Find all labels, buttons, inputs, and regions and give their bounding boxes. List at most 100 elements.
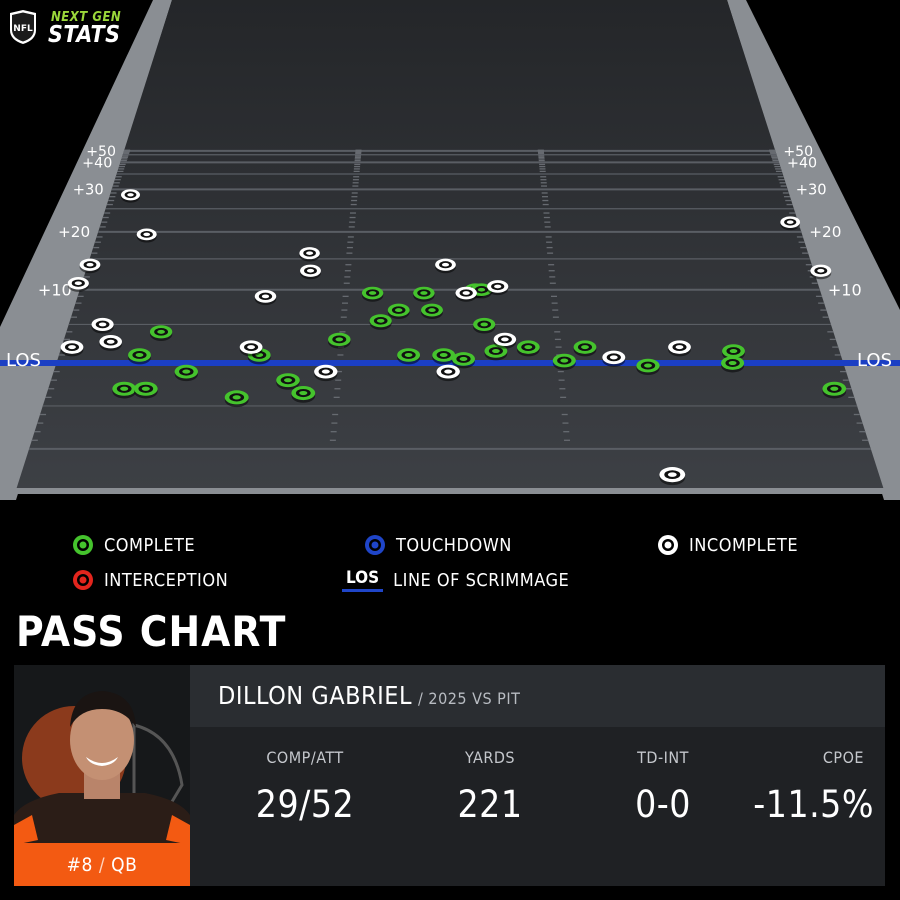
pass-point-incomplete xyxy=(239,340,263,357)
legend-los: LOS LINE OF SCRIMMAGE xyxy=(342,567,569,593)
pass-point-incomplete xyxy=(659,466,686,486)
player-card: #8 / QB DILLON GABRIEL / 2025 VS PIT COMP… xyxy=(14,665,885,886)
stat-value-comp-att: 29/52 xyxy=(255,783,355,826)
yard-label-right: +30 xyxy=(796,182,827,199)
pass-point-incomplete xyxy=(136,228,157,243)
legend-incomplete-label: INCOMPLETE xyxy=(689,534,799,556)
jersey-position-bar: #8 / QB xyxy=(14,843,190,886)
pass-point-incomplete xyxy=(60,340,84,357)
pass-point-complete xyxy=(328,332,351,349)
legend-complete: COMPLETE xyxy=(72,532,195,558)
pass-point-complete xyxy=(291,386,316,403)
yard-label-left: +20 xyxy=(58,223,90,241)
hash-marks xyxy=(31,149,869,441)
legend-interception: INTERCEPTION xyxy=(72,567,228,593)
pass-point-complete xyxy=(112,381,137,399)
pass-point-incomplete xyxy=(493,332,517,349)
pass-point-incomplete xyxy=(435,258,456,274)
stat-label-cpoe: CPOE xyxy=(822,748,864,767)
pass-points xyxy=(60,189,847,486)
field-bottom-edge xyxy=(0,488,900,494)
pass-point-complete xyxy=(387,303,410,319)
los-label-right: LOS xyxy=(857,350,892,371)
pass-point-complete xyxy=(133,381,158,399)
legend-los-label: LINE OF SCRIMMAGE xyxy=(393,569,570,591)
pass-point-complete xyxy=(421,303,443,319)
pass-point-incomplete xyxy=(91,317,114,334)
pass-point-complete xyxy=(128,348,151,365)
page-title: PASS CHART xyxy=(16,607,287,656)
pass-point-incomplete xyxy=(300,264,321,280)
yard-label-right: +50 xyxy=(783,144,813,160)
player-name-band: DILLON GABRIEL / 2025 VS PIT xyxy=(190,665,885,727)
nfl-shield-text: NFL xyxy=(13,24,33,34)
los-label-left: LOS xyxy=(6,350,41,371)
pass-point-complete xyxy=(276,373,300,390)
pass-point-complete xyxy=(452,352,475,369)
interception-marker-icon xyxy=(73,570,93,590)
right-sideline-band xyxy=(727,0,900,500)
yard-label-right: +20 xyxy=(809,223,841,241)
pass-point-incomplete xyxy=(299,247,320,262)
player-name: DILLON GABRIEL xyxy=(218,681,412,710)
pass-point-incomplete xyxy=(602,350,626,367)
pass-point-complete xyxy=(636,358,660,376)
pass-point-complete xyxy=(822,381,847,399)
los-badge: LOS xyxy=(342,568,384,592)
stat-value-td-int: 0-0 xyxy=(635,783,691,826)
pass-point-incomplete xyxy=(487,280,509,296)
pass-point-incomplete xyxy=(668,340,691,357)
pass-chart-field: +10 +10+20 +20+30 +30+40 +40+50 +50 LOS LOS xyxy=(0,0,900,500)
player-position: QB xyxy=(111,853,138,876)
yard-label-left: +30 xyxy=(73,182,104,199)
game-subtitle: / 2025 VS PIT xyxy=(418,689,521,708)
pass-point-complete xyxy=(369,314,392,330)
yard-labels: +10 +10+20 +20+30 +30+40 +40+50 +50 xyxy=(38,144,862,300)
stat-value-yards: 221 xyxy=(457,783,523,826)
pass-point-complete xyxy=(174,364,198,382)
pass-point-incomplete xyxy=(780,216,801,231)
field-turf xyxy=(16,0,884,490)
stat-label-yards: YARDS xyxy=(464,748,516,767)
legend-touchdown: TOUCHDOWN xyxy=(364,532,512,558)
stat-value-cpoe: -11.5% xyxy=(753,783,874,826)
left-sideline-band xyxy=(0,0,172,500)
pass-point-complete xyxy=(552,353,576,370)
yard-label-right: +10 xyxy=(828,280,862,299)
logo-stats: STATS xyxy=(48,22,121,48)
next-gen-stats-logo: NFL NEXT GEN STATS xyxy=(8,8,138,48)
pass-point-incomplete xyxy=(254,290,277,306)
pass-point-complete xyxy=(397,348,421,365)
pass-point-incomplete xyxy=(314,364,338,382)
pass-point-incomplete xyxy=(99,335,122,351)
player-photo: #8 / QB xyxy=(14,665,190,886)
pass-point-complete xyxy=(224,390,249,408)
legend-complete-label: COMPLETE xyxy=(104,534,196,556)
pass-point-complete xyxy=(413,286,435,302)
pass-point-incomplete xyxy=(810,264,832,280)
incomplete-marker-icon xyxy=(658,535,678,555)
pass-point-complete xyxy=(573,340,597,357)
pass-point-incomplete xyxy=(67,276,89,292)
player-name-line: DILLON GABRIEL / 2025 VS PIT xyxy=(218,681,520,710)
yard-label-left: +40 xyxy=(82,155,112,171)
logo-next-gen: NEXT GEN xyxy=(51,10,122,25)
complete-marker-icon xyxy=(73,535,93,555)
pass-point-complete xyxy=(149,325,173,341)
pass-point-complete xyxy=(473,317,496,334)
legend-interception-label: INTERCEPTION xyxy=(104,569,229,591)
pass-point-complete xyxy=(516,340,540,357)
pass-point-complete xyxy=(432,348,456,365)
jersey-number: #8 xyxy=(66,853,93,876)
pass-point-complete xyxy=(721,356,745,373)
yard-label-left: +10 xyxy=(38,280,72,299)
nfl-shield-icon: NFL xyxy=(10,10,36,44)
pass-point-complete xyxy=(361,286,384,302)
pass-point-incomplete xyxy=(120,189,141,203)
touchdown-marker-icon xyxy=(365,535,385,555)
yard-label-right: +40 xyxy=(787,155,817,171)
legend-incomplete: INCOMPLETE xyxy=(657,532,798,558)
legend-touchdown-label: TOUCHDOWN xyxy=(396,534,512,556)
yard-label-left: +50 xyxy=(86,144,116,160)
jersey-separator: / xyxy=(98,853,106,876)
